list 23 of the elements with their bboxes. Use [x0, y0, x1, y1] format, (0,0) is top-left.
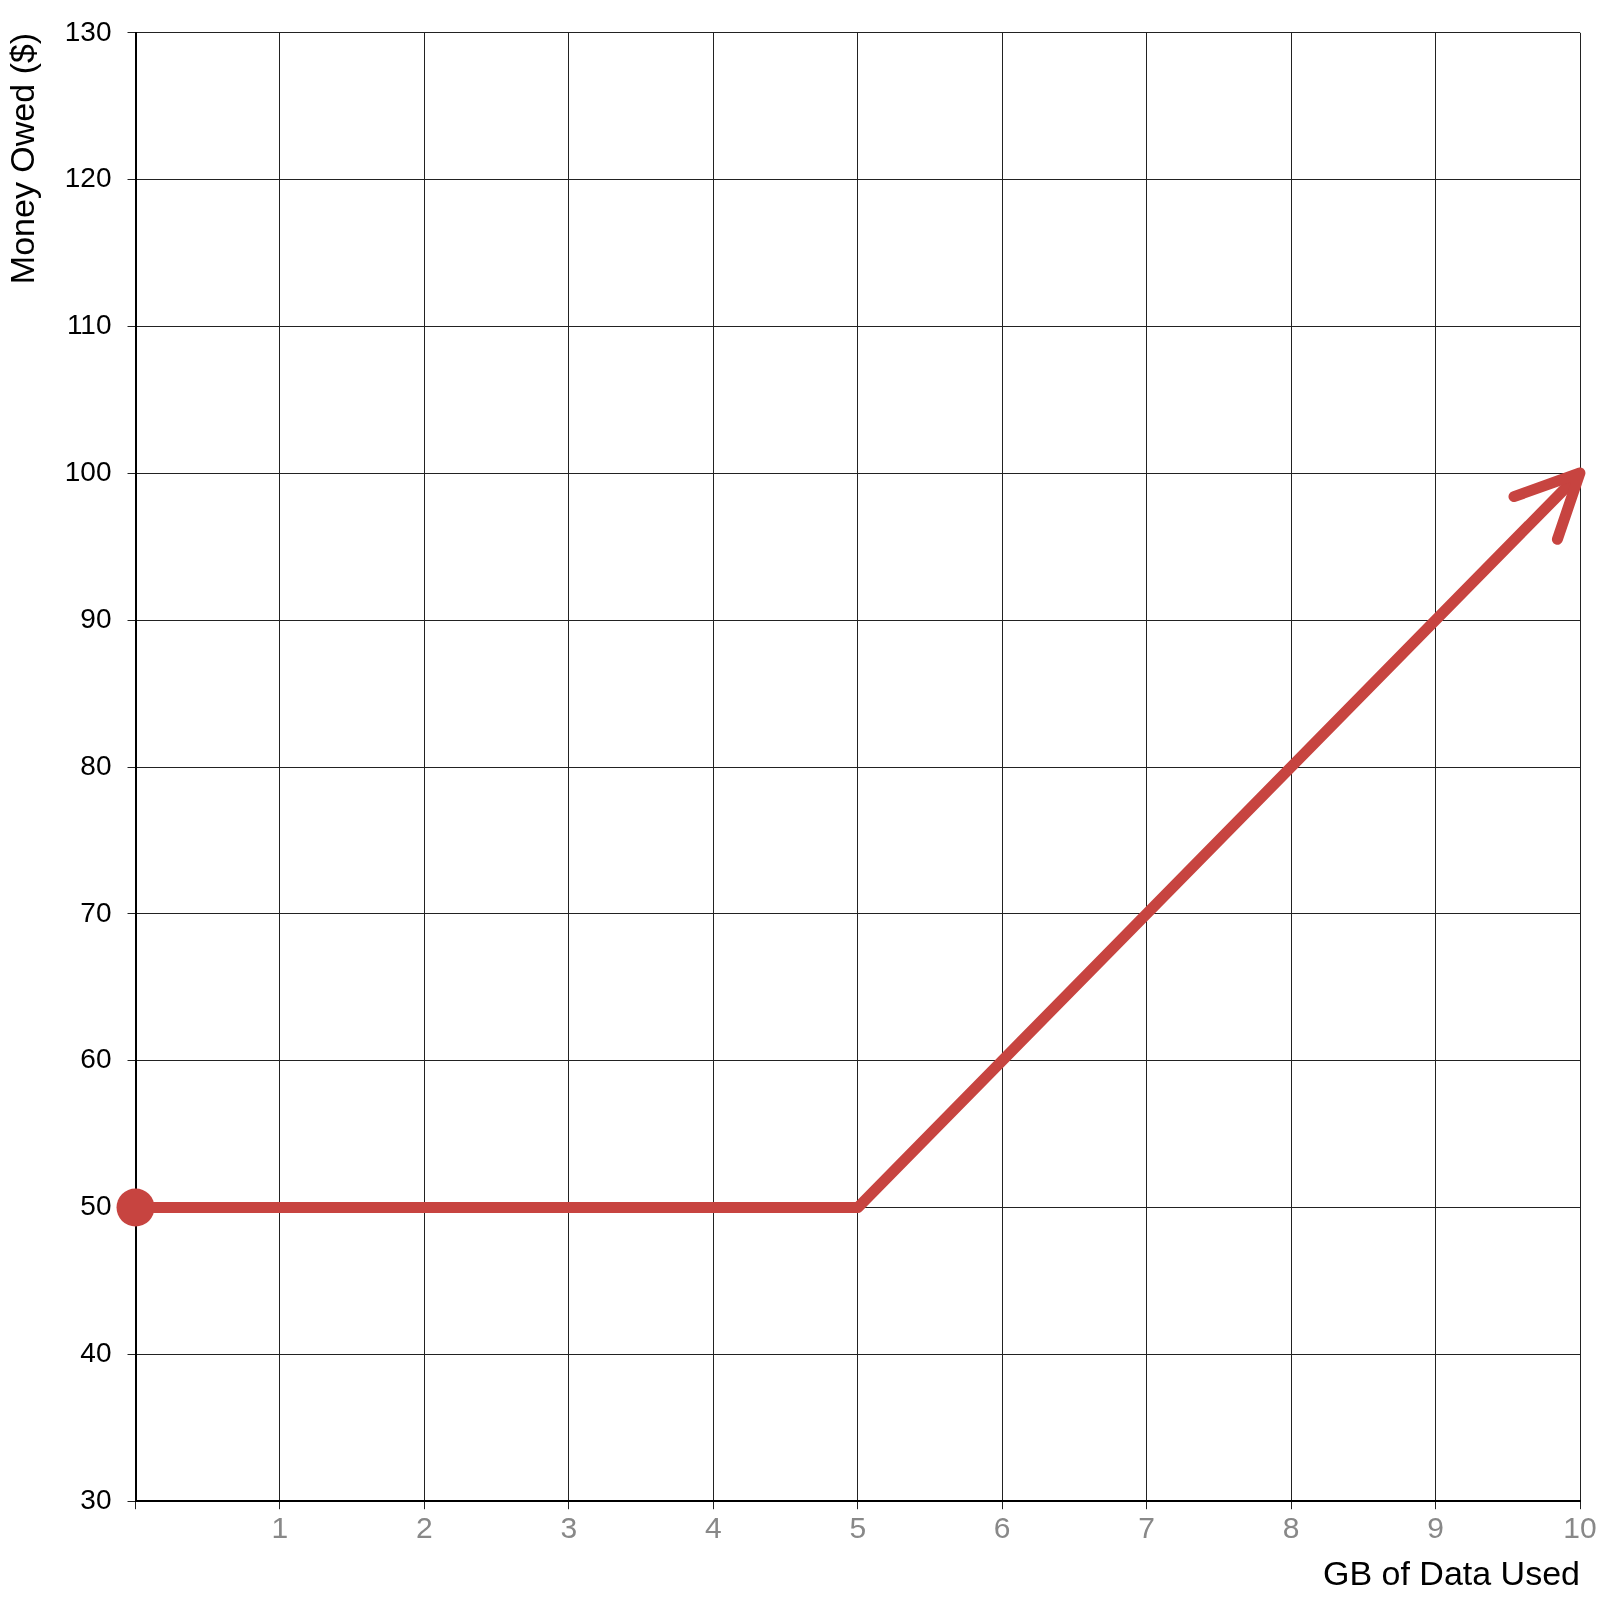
- x-tick-label: 1: [271, 1511, 289, 1545]
- y-tick-label: 80: [80, 749, 112, 781]
- x-tick-label: 4: [704, 1511, 722, 1545]
- x-tick-label: 5: [849, 1511, 867, 1545]
- y-tick-label: 130: [64, 15, 112, 47]
- y-tick-label: 120: [64, 162, 112, 194]
- y-tick-label: 40: [80, 1337, 112, 1369]
- y-tick-label: 100: [64, 456, 112, 488]
- x-tick-label: 6: [993, 1511, 1011, 1545]
- x-tick-label: 10: [1563, 1511, 1597, 1545]
- x-tick-label: 7: [1138, 1511, 1155, 1545]
- y-tick-label: 30: [80, 1483, 112, 1515]
- y-tick-label: 110: [66, 309, 112, 341]
- x-axis-title: GB of Data Used: [1322, 1553, 1580, 1592]
- y-tick-label: 90: [80, 602, 112, 634]
- x-tick-label: 8: [1282, 1511, 1300, 1545]
- x-tick-label: 2: [416, 1511, 433, 1545]
- y-axis-title: Money Owed ($): [2, 32, 41, 285]
- x-tick-label: 3: [560, 1511, 578, 1545]
- x-tick-label: 9: [1427, 1511, 1444, 1545]
- y-tick-label: 70: [80, 896, 112, 928]
- y-tick-label: 60: [80, 1043, 112, 1075]
- y-tick-label: 50: [80, 1190, 112, 1222]
